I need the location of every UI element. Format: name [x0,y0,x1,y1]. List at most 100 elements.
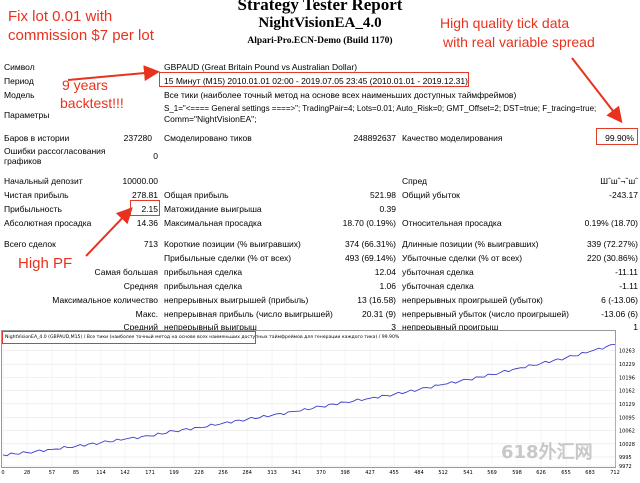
value-deposit: 10000.00 [122,176,158,186]
value-average-loss: -1.11 [619,281,638,291]
highlight-period [159,72,469,87]
label-avg-consecutive-losses: непрерывный проигрыш [402,322,499,332]
chart-xtick-label: 28 [24,470,30,476]
chart-ytick-label: 10062 [619,428,635,434]
value-avg-consecutive-wins: 3 [391,322,396,332]
value-spread: Шˆшˆ¬ˆшˆ [600,176,638,186]
label-average: Средняя [123,281,158,291]
value-average-profit: 1.06 [379,281,396,291]
chart-xtick-label: 85 [73,470,79,476]
label-net-profit: Чистая прибыль [4,190,69,200]
value-max-drawdown: 18.70 (0.19%) [342,218,396,228]
annotation-fixlot-line1: Fix lot 0.01 with [8,8,113,25]
chart-xtick-label: 484 [414,470,424,476]
value-max-profit: 20.31 (9) [361,309,396,319]
chart-ytick-label: 10162 [619,389,635,395]
label-symbol: Символ [4,62,35,72]
value-bars: 237280 [123,133,152,143]
label-errors-1: Ошибки рассогласования [4,146,106,156]
label-total-trades: Всего сделок [4,239,56,249]
chart-xtick-label: 313 [267,470,277,476]
chart-xtick-label: 541 [463,470,473,476]
value-ticks: 248892637 [353,133,396,143]
value-gross-loss: -243.17 [609,190,638,200]
chart-ytick-label: 10263 [619,349,635,355]
label-quality: Качество моделирования [402,133,503,143]
chart-xtick-label: 398 [340,470,350,476]
value-max-loss: -13.06 (6) [601,309,638,319]
balance-chart: NightVisionEA_4.0 (GBPAUD,M15) / Все тик… [1,330,637,478]
annotation-years-line2: backtest!!! [60,95,124,111]
value-largest-profit: 12.04 [374,267,396,277]
chart-xtick-label: 569 [487,470,497,476]
chart-xtick-label: 341 [291,470,301,476]
label-parameters: Параметры [4,110,50,120]
value-profit-trades: 493 (69.14%) [344,253,396,263]
chart-xtick-label: 427 [365,470,375,476]
chart-xtick-label: 171 [145,470,155,476]
value-errors: 0 [153,151,158,161]
chart-xtick-label: 228 [194,470,204,476]
chart-xtick-label: 0 [1,470,4,476]
value-total-trades: 713 [143,239,158,249]
label-max-count-losses: непрерывных проигрышей (убыток) [402,295,543,305]
label-long-positions: Длинные позиции (% выигравших) [402,239,539,249]
label-deposit: Начальный депозит [4,176,83,186]
value-rel-drawdown: 0.19% (18.70) [584,218,638,228]
label-model: Модель [4,90,35,100]
label-largest-profit: прибыльная сделка [164,267,243,277]
chart-xtick-label: 57 [49,470,55,476]
chart-xtick-label: 114 [96,470,106,476]
value-max-count-losses: 6 (-13.06) [601,295,638,305]
label-gross-loss: Общий убыток [402,190,460,200]
label-ticks: Смоделировано тиков [164,133,252,143]
arrow-pf-to-value [85,207,133,257]
value-long-positions: 339 (72.27%) [586,239,638,249]
annotation-years-line1: 9 years [62,77,108,93]
label-largest-loss: убыточная сделка [402,267,474,277]
report-title: Strategy Tester Report [237,0,403,14]
label-profit-trades: Прибыльные сделки (% от всех) [164,253,292,263]
server-name: Alpari-Pro.ECN-Demo (Build 1170) [247,36,393,46]
watermark: 618外汇网 [501,441,593,463]
label-max-count: Максимальное количество [52,295,158,305]
label-payoff: Матожидание выигрыша [164,204,262,214]
label-period: Период [4,76,34,86]
chart-xtick-label: 370 [316,470,326,476]
value-abs-drawdown: 14.36 [136,218,158,228]
value-net-profit: 278.81 [132,190,158,200]
balance-series-line [2,343,616,457]
value-model: Все тики (наиболее точный метод на основ… [164,90,517,100]
label-max-loss: непрерывный убыток (число проигрышей) [402,309,569,319]
highlight-quality [596,128,638,145]
label-short-positions: Короткие позиции (% выигравших) [164,239,301,249]
label-spread: Спред [402,176,427,186]
label-rel-drawdown: Относительная просадка [402,218,502,228]
value-parameters-2: Comm="NightVisionEA"; [164,114,257,124]
label-profit-factor: Прибыльность [4,204,62,214]
chart-ytick-label: 9995 [619,455,632,461]
label-max: Макс. [135,309,158,319]
chart-xtick-label: 512 [438,470,448,476]
chart-xtick-label: 455 [389,470,399,476]
highlight-profit-factor [130,200,160,216]
arrow-tick-to-quality [571,57,623,124]
annotation-fixlot-line2: commission $7 per lot [8,27,154,44]
chart-xtick-label: 284 [242,470,252,476]
label-errors-2: графиков [4,156,42,166]
label-avg-consecutive: Средний [123,322,158,332]
value-payoff: 0.39 [379,204,396,214]
value-profit-factor: 2.15 [141,204,158,214]
chart-frame [1,330,616,468]
chart-ytick-label: 10129 [619,402,635,408]
ea-name: NightVisionEA_4.0 [258,15,382,31]
label-average-profit: прибыльная сделка [164,281,243,291]
chart-xtick-label: 683 [585,470,595,476]
label-max-drawdown: Максимальная просадка [164,218,262,228]
chart-xtick-label: 626 [536,470,546,476]
value-gross-profit: 521.98 [370,190,396,200]
chart-caption: NightVisionEA_4.0 (GBPAUD,M15) / Все тик… [5,333,400,340]
label-loss-trades: Убыточные сделки (% от всех) [402,253,523,263]
arrow-years-to-period [67,65,160,82]
